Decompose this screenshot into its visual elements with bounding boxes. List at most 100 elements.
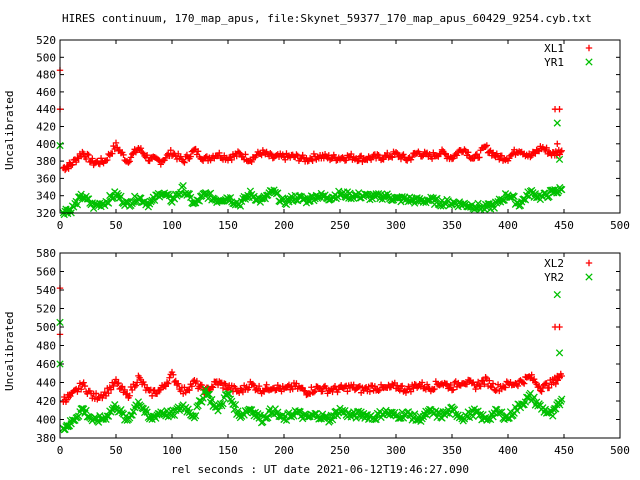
data-point <box>331 383 339 390</box>
data-point <box>209 384 217 391</box>
legend-marker <box>585 44 593 52</box>
data-point <box>85 151 92 159</box>
data-point <box>319 388 326 395</box>
data-point <box>193 377 201 385</box>
y-tick-label: 520 <box>36 303 56 316</box>
data-point <box>407 388 415 395</box>
y-tick-label: 420 <box>36 395 56 408</box>
x-tick-label: 200 <box>274 444 294 457</box>
data-point <box>115 379 122 387</box>
data-point <box>483 142 491 149</box>
data-point <box>166 374 173 381</box>
data-point <box>514 382 522 390</box>
x-tick-label: 50 <box>109 219 122 232</box>
data-point <box>179 182 187 190</box>
data-point <box>169 406 177 414</box>
data-point <box>558 147 565 154</box>
x-tick-label: 300 <box>386 219 406 232</box>
data-point <box>92 390 100 397</box>
y-tick-label: 440 <box>36 377 56 390</box>
data-point <box>538 388 545 395</box>
y-tick-label: 520 <box>36 34 56 47</box>
data-point <box>204 390 212 398</box>
data-point <box>267 150 274 157</box>
data-point <box>371 383 379 390</box>
data-point <box>348 150 355 158</box>
data-point <box>180 158 187 165</box>
data-point <box>350 381 357 389</box>
data-point <box>367 156 375 163</box>
data-point <box>219 400 227 408</box>
data-point <box>84 150 91 158</box>
data-point <box>117 384 125 392</box>
data-point <box>274 408 282 416</box>
panel-2: 0 50 100 150 200 250 300 350 400 450 500 380 400 420 4… <box>36 247 630 457</box>
data-point <box>170 371 177 378</box>
data-point <box>474 378 482 386</box>
data-point <box>450 386 457 393</box>
data-point <box>402 389 410 396</box>
data-point <box>225 390 233 398</box>
data-point <box>309 157 316 164</box>
data-point <box>105 390 112 397</box>
data-point <box>380 156 387 163</box>
data-point <box>99 394 106 402</box>
data-point <box>558 395 566 403</box>
data-point <box>125 159 132 166</box>
data-point <box>441 150 448 157</box>
data-point <box>131 383 138 391</box>
data-point <box>389 154 396 161</box>
data-point <box>543 144 550 152</box>
data-point <box>374 151 381 158</box>
data-point <box>534 384 542 391</box>
data-point <box>119 383 126 390</box>
data-point <box>97 155 105 162</box>
x-tick-label: 500 <box>610 219 630 232</box>
data-point <box>205 390 213 399</box>
plot-frame <box>59 252 621 439</box>
data-point <box>519 379 527 386</box>
y-tick-label: 360 <box>36 172 56 185</box>
data-point <box>153 390 161 397</box>
data-point <box>82 406 90 415</box>
data-point <box>453 152 461 159</box>
data-point <box>447 381 454 389</box>
y-tick-label: 400 <box>36 414 56 427</box>
data-point <box>530 375 538 383</box>
data-point <box>558 185 566 194</box>
outlier-point <box>555 155 564 164</box>
data-point <box>222 380 229 388</box>
data-point <box>433 194 441 203</box>
data-point <box>445 385 452 392</box>
data-point <box>233 152 240 160</box>
data-point <box>198 381 206 389</box>
y-tick-label: 580 <box>36 247 56 260</box>
series-xl2 <box>56 284 565 406</box>
data-point <box>399 382 406 390</box>
x-tick-label: 400 <box>498 219 518 232</box>
data-point <box>112 376 120 383</box>
data-point <box>472 385 479 393</box>
x-tick-label: 150 <box>218 444 238 457</box>
data-point <box>557 397 565 405</box>
y-tick-label: 500 <box>36 51 56 64</box>
data-point <box>464 149 472 156</box>
data-point <box>341 383 349 390</box>
data-point <box>510 192 518 201</box>
data-point <box>443 380 451 388</box>
data-point <box>543 380 550 387</box>
data-point <box>535 382 543 390</box>
x-tick-label: 400 <box>498 444 518 457</box>
data-point <box>126 392 133 399</box>
data-point <box>191 412 200 420</box>
y-tick-label: 420 <box>36 121 56 134</box>
data-point <box>282 156 289 163</box>
data-point <box>482 143 489 150</box>
outlier-point <box>554 140 561 147</box>
data-point <box>163 379 171 386</box>
y-tick-label: 440 <box>36 103 56 116</box>
y-tick-label: 400 <box>36 138 56 151</box>
data-point <box>188 383 196 390</box>
y-tick-label: 480 <box>36 69 56 82</box>
